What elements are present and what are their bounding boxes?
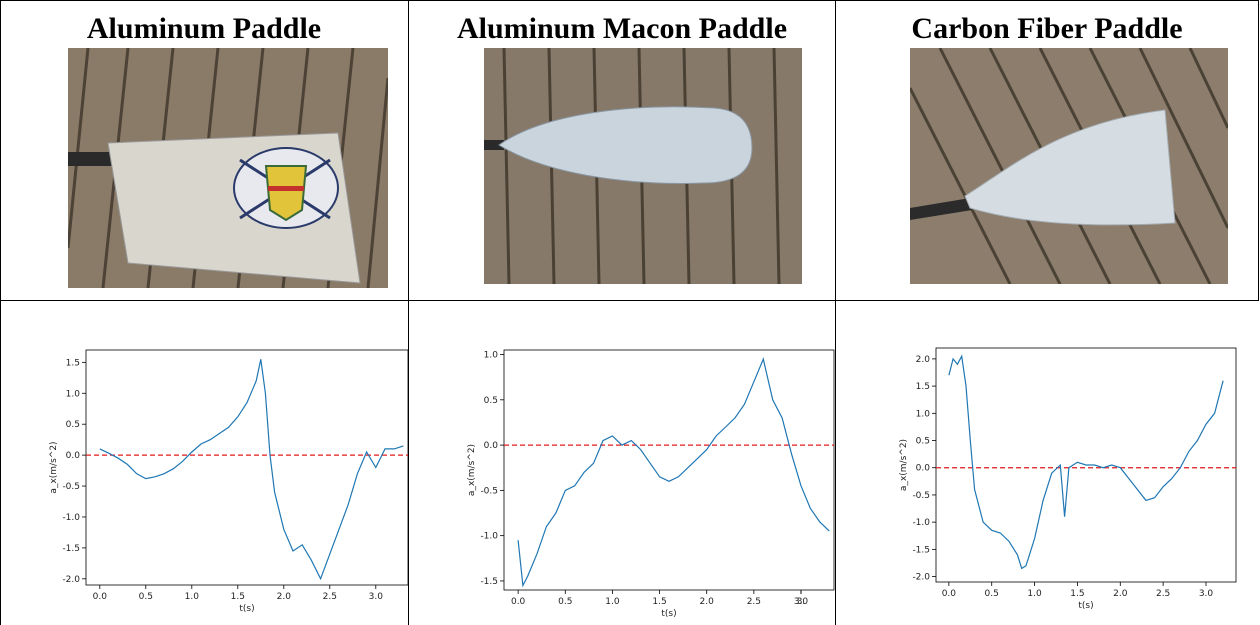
table-divider-1 <box>408 0 409 625</box>
y-tick-label: 1.5 <box>916 382 930 392</box>
y-tick-label: 2.0 <box>916 355 931 365</box>
y-tick-label: 0.5 <box>66 420 80 430</box>
y-tick-label: -1.5 <box>912 545 930 555</box>
x-tick-label: 1.5 <box>652 597 666 607</box>
aluminum-macon-paddle-chart: -1.5 -1.0 -0.5 0.0 0.5 1.0 0.0 0.5 1.0 1.5 2.0 2.5 3… <box>458 340 836 622</box>
y-tick-label: 1.0 <box>484 351 499 361</box>
y-tick-label: -0.5 <box>480 486 498 496</box>
carbon-fiber-paddle-photo <box>910 48 1228 284</box>
x-axis-label: t(s) <box>1078 601 1093 611</box>
x-tick-label: 0.5 <box>558 597 572 607</box>
y-tick-label: 0.0 <box>916 464 931 474</box>
y-tick-label: 0.0 <box>484 441 499 451</box>
table-divider-2 <box>835 0 836 625</box>
table-border-right <box>1258 0 1259 301</box>
x-tick-label: 3. <box>797 597 806 607</box>
x-tick-label: 1.5 <box>1070 589 1084 599</box>
y-tick-label: -1.0 <box>480 532 498 542</box>
y-tick-label: -0.5 <box>912 491 930 501</box>
y-axis-label: a_x(m/s^2) <box>467 444 477 496</box>
y-tick-label: 1.0 <box>916 409 931 419</box>
x-tick-label: 1.0 <box>1027 589 1042 599</box>
x-tick-label: 2.0 <box>1113 589 1128 599</box>
y-axis-label: a_x(m/s^2) <box>899 439 909 491</box>
aluminum-macon-paddle-photo <box>484 48 802 284</box>
x-tick-label: 0.0 <box>942 589 957 599</box>
y-tick-label: -1.0 <box>912 518 930 528</box>
column-title: Aluminum Macon Paddle <box>456 12 788 45</box>
column-title: Aluminum Paddle <box>86 12 322 45</box>
x-tick-label: 0.0 <box>93 592 108 602</box>
x-tick-label: 3.0 <box>794 597 809 607</box>
plot-frame <box>85 349 409 586</box>
y-tick-label: 1.5 <box>66 358 80 368</box>
x-tick-label: 2.5 <box>747 597 761 607</box>
x-tick-label: 2.0 <box>277 592 292 602</box>
y-tick-label: 1.0 <box>66 389 81 399</box>
x-axis-label: t(s) <box>661 609 676 619</box>
y-tick-label: -2.0 <box>62 575 80 585</box>
plot-frame <box>503 349 835 591</box>
y-tick-label: -0.5 <box>62 482 80 492</box>
y-tick-label: 0.5 <box>484 396 498 406</box>
x-tick-label: 0.5 <box>139 592 153 602</box>
y-tick-label: -2.0 <box>912 573 930 583</box>
x-axis-label: t(s) <box>239 604 254 614</box>
x-tick-label: 2.5 <box>1156 589 1170 599</box>
x-tick-label: 1.0 <box>605 597 620 607</box>
table-border-left <box>0 0 1 625</box>
y-tick-label: -1.0 <box>62 513 80 523</box>
column-title: Carbon Fiber Paddle <box>911 12 1183 45</box>
x-tick-label: 3.0 <box>369 592 384 602</box>
x-tick-label: 2.5 <box>323 592 337 602</box>
x-tick-label: 0.5 <box>985 589 999 599</box>
carbon-fiber-paddle-chart: -2.0 -1.5 -1.0 -0.5 0.0 0.5 1.0 1.5 2.0 0.0 0.5 1.0… <box>896 340 1248 622</box>
acceleration-series-line <box>99 359 404 581</box>
x-tick-label: 1.5 <box>231 592 245 602</box>
y-tick-label: -1.5 <box>480 577 498 587</box>
aluminum-paddle-chart: -2.0 -1.5 -1.0 -0.5 0.0 0.5 1.0 1.5 0.0 0.5 1.0 1.5… <box>44 340 410 620</box>
acceleration-series-line <box>948 354 1224 570</box>
y-tick-label: -1.5 <box>62 544 80 554</box>
table-border-top <box>0 0 1259 1</box>
x-tick-label: 2.0 <box>700 597 715 607</box>
y-axis-label: a_x(m/s^2) <box>49 441 59 493</box>
aluminum-paddle-photo <box>68 48 388 288</box>
y-tick-label: 0.0 <box>66 451 81 461</box>
x-tick-label: 3.0 <box>1199 589 1214 599</box>
x-tick-label: 0.0 <box>511 597 526 607</box>
x-tick-label: 1.0 <box>185 592 200 602</box>
table-row-divider <box>0 300 1259 301</box>
acceleration-series-line <box>517 357 830 588</box>
y-tick-label: 0.5 <box>916 437 930 447</box>
